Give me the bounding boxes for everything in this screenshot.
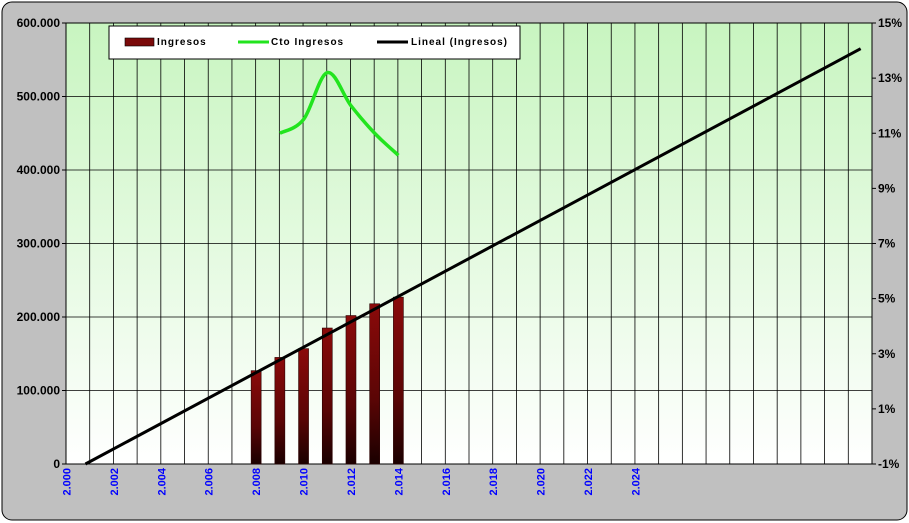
x-tick-label: 2.012 (346, 468, 358, 496)
y-right-tick-label: 5% (878, 292, 896, 306)
y-right-tick-label: 13% (878, 71, 902, 85)
y-left-tick-label: 100.000 (17, 384, 61, 398)
y-axis-right: -1% 1% 3% 5% 7% 9% 11% 13% 15% (872, 16, 902, 471)
bar-ingresos (369, 303, 380, 465)
x-tick-label: 2.002 (109, 468, 121, 496)
x-axis: 2.000 2.002 2.004 2.006 2.008 2.010 2.012 2.014… (62, 467, 643, 495)
legend-label-cto: Cto Ingresos (271, 37, 344, 48)
x-tick-label: 2.004 (156, 467, 168, 495)
bar-ingresos (274, 357, 286, 465)
legend-label-ingresos: Ingresos (157, 37, 207, 48)
trendline-lineal-ingresos (84, 47, 862, 466)
y-right-tick-label: 11% (878, 126, 902, 140)
legend: Ingresos Cto Ingresos Lineal (Ingresos) (108, 25, 521, 60)
y-left-tick-label: 500.000 (17, 90, 61, 104)
x-tick-label: 2.020 (536, 468, 548, 496)
bar-ingresos (345, 315, 357, 465)
y-left-tick-label: 300.000 (17, 237, 61, 251)
bar-ingresos (298, 348, 309, 465)
y-right-tick-label: 7% (878, 237, 896, 251)
x-tick-label: 2.000 (62, 468, 74, 496)
y-left-tick-label: 600.000 (17, 16, 61, 30)
y-axis-left: 0 100.000 200.000 300.000 400.000 500.000 600.… (17, 16, 66, 471)
y-right-tick-label: 1% (878, 402, 896, 416)
x-tick-label: 2.018 (488, 468, 500, 496)
y-left-tick-label: 0 (53, 457, 60, 471)
grid-lines (66, 22, 872, 465)
bar-ingresos (321, 327, 333, 465)
x-tick-label: 2.008 (251, 468, 263, 496)
y-left-tick-label: 400.000 (17, 163, 61, 177)
y-left-tick-label: 200.000 (17, 310, 61, 324)
y-right-tick-label: 15% (878, 16, 902, 30)
bar-series (250, 296, 404, 465)
x-tick-label: 2.006 (204, 468, 216, 496)
line-cto-ingresos (278, 70, 400, 157)
legend-label-lineal: Lineal (Ingresos) (411, 37, 508, 48)
legend-box (108, 25, 521, 60)
bar-ingresos (393, 296, 404, 465)
y-right-tick-label: 3% (878, 347, 896, 361)
x-tick-label: 2.024 (630, 467, 642, 495)
y-right-tick-label: 9% (878, 181, 896, 195)
x-tick-label: 2.014 (393, 467, 405, 495)
y-right-tick-label: -1% (878, 457, 900, 471)
legend-swatch-ingresos (124, 37, 155, 47)
line-series (84, 47, 862, 466)
x-tick-label: 2.016 (441, 468, 453, 496)
x-tick-label: 2.022 (583, 468, 595, 496)
bar-ingresos (250, 370, 262, 465)
x-tick-label: 2.010 (299, 468, 311, 496)
